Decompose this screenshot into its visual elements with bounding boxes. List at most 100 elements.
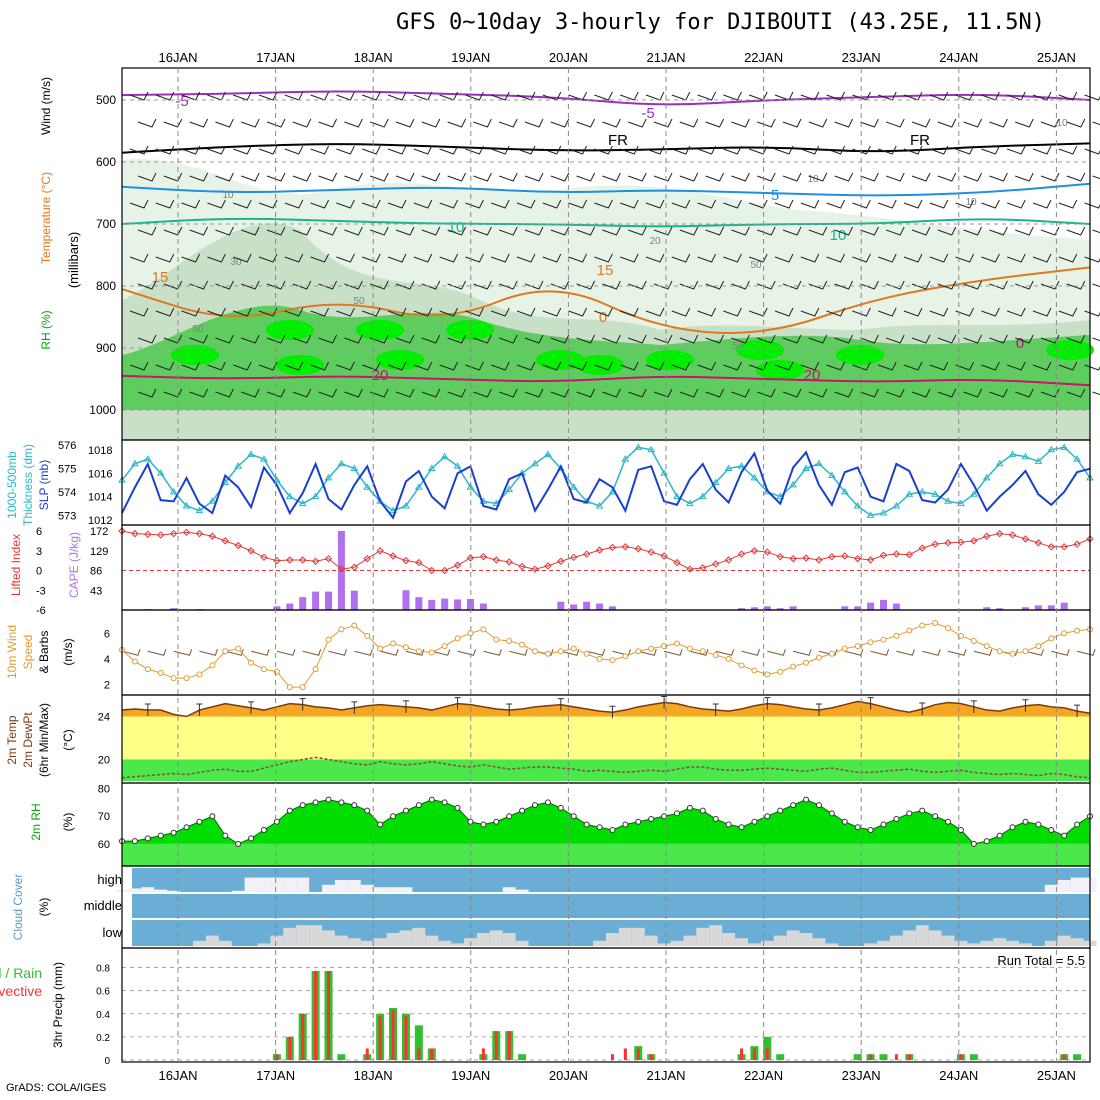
wind-barb	[465, 361, 484, 371]
label-wind: Wind (m/s)	[39, 77, 53, 135]
wind-barb	[421, 226, 441, 236]
wind-barb	[757, 388, 776, 398]
wind-barb	[697, 307, 717, 317]
wind-barb	[550, 388, 570, 398]
precip-conv-bar	[1062, 1054, 1066, 1060]
wind-barb	[189, 172, 209, 182]
rh2m-point	[738, 824, 745, 831]
wind10-point	[506, 637, 513, 644]
wind10-point	[157, 670, 164, 677]
wind10-point	[222, 648, 229, 655]
cloud-cell-low	[373, 938, 387, 946]
wind-barb	[834, 388, 854, 398]
cloud-cell-low	[399, 930, 413, 946]
rh-contour-label: 10	[965, 197, 977, 208]
wind-barb	[878, 199, 897, 209]
wind-barb	[834, 226, 854, 236]
cloud-cell-high	[128, 888, 142, 892]
li-point	[582, 550, 591, 558]
rh2m-point	[945, 818, 952, 825]
wind-barb	[568, 91, 588, 101]
thickness-point	[634, 443, 643, 450]
wind-barb	[576, 172, 596, 182]
precip-total-bar	[969, 1054, 978, 1060]
wind-barb	[886, 118, 905, 128]
wind-barb	[989, 172, 1008, 182]
cape-bar	[273, 606, 281, 610]
thickness-point	[350, 464, 359, 471]
wind-barb	[963, 118, 983, 128]
thickness-point	[750, 473, 759, 481]
wind-barb	[800, 307, 820, 317]
wind-barb	[284, 145, 304, 155]
li-point	[673, 558, 681, 567]
li-point	[479, 552, 488, 561]
wind-barb	[1066, 388, 1086, 398]
rh-contour-label: 50	[192, 324, 204, 335]
cape-bar	[312, 591, 320, 610]
cloud-cell-low	[644, 935, 658, 946]
thickness-point	[776, 492, 785, 500]
cloud-cell-high	[347, 880, 361, 892]
wind-barb	[336, 307, 355, 317]
wind-barb	[137, 118, 157, 128]
wind-barb	[542, 199, 562, 209]
wind-barb	[1032, 91, 1052, 101]
rh2m-point	[351, 802, 358, 809]
wind-barb	[937, 280, 957, 290]
wind-barb	[903, 145, 923, 155]
temp-range-bar	[1022, 699, 1029, 712]
wind10-barb	[741, 649, 760, 656]
temp-range-bar	[919, 702, 926, 715]
wind-barb	[963, 172, 983, 182]
li-point	[918, 544, 926, 552]
wind-barb	[233, 145, 252, 155]
wind-barb	[808, 226, 828, 236]
wind10-point	[1022, 648, 1029, 655]
wind10-point	[286, 684, 293, 691]
precip-conv-bar	[391, 1010, 395, 1060]
wind-barb	[292, 388, 312, 398]
wind-barb	[1040, 388, 1060, 398]
li-point	[660, 552, 668, 560]
cloud-cell-low	[825, 943, 839, 946]
wind-barb	[344, 118, 363, 128]
wind-barb	[981, 253, 1000, 263]
li-point	[363, 554, 371, 563]
rh2m-point	[454, 804, 461, 811]
precip-conv-bar	[752, 1048, 756, 1060]
wind-barb	[447, 118, 467, 128]
thickness-point	[686, 499, 694, 507]
wind-barb	[215, 334, 234, 344]
rh2m-point	[248, 835, 255, 842]
wind-barb	[550, 226, 570, 236]
thickness-point	[466, 483, 475, 490]
wind-barb	[705, 388, 725, 398]
cloud-cell-low	[773, 935, 787, 946]
thickness-point	[1008, 450, 1017, 457]
wind-barb	[1040, 226, 1060, 236]
wind-barb	[516, 145, 536, 155]
cloud-cell-low	[257, 943, 271, 946]
wind-barb	[860, 334, 879, 344]
li-point	[957, 538, 965, 546]
wind-barb	[465, 199, 484, 209]
wind-barb	[473, 280, 492, 290]
rh2m-point	[996, 832, 1003, 839]
rh-contour-label: 20	[649, 236, 661, 247]
li-point	[724, 556, 733, 564]
wind-barb	[499, 172, 518, 182]
li-point	[208, 532, 217, 540]
thickness-point	[247, 450, 255, 457]
wind-barb	[233, 91, 252, 101]
thickness-point	[1034, 457, 1043, 464]
wind-barb	[266, 118, 286, 128]
wind-barb	[387, 199, 407, 209]
wind-barb	[731, 280, 750, 290]
precip-conv-bar	[907, 1054, 911, 1060]
wind-barb	[878, 253, 897, 263]
wind-barb	[129, 199, 149, 209]
wind-barb	[860, 388, 879, 398]
precip-conv-bar	[417, 1048, 421, 1060]
